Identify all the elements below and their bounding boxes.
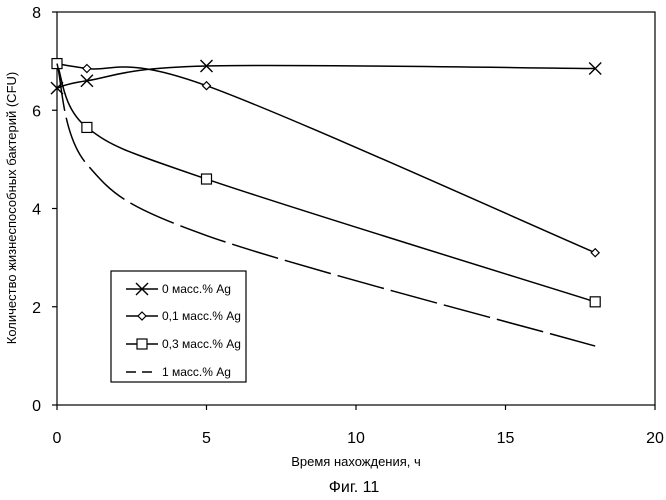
data-point — [137, 339, 147, 349]
data-point — [82, 122, 92, 132]
x-tick-label: 15 — [497, 430, 515, 447]
figure-caption: Фиг. 11 — [329, 479, 380, 496]
legend-label: 0,3 масс.% Ag — [162, 337, 241, 351]
legend: 0 масс.% Ag 0,1 масс.% Ag 0,3 масс.% Ag 1 м… — [111, 271, 246, 382]
legend-label: 1 масс.% Ag — [162, 365, 231, 379]
y-tick-label: 2 — [32, 300, 41, 317]
legend-label: 0,1 масс.% Ag — [162, 309, 241, 323]
x-tick-label: 5 — [202, 430, 211, 447]
x-tick-label: 20 — [646, 430, 664, 447]
y-tick-label: 6 — [32, 103, 41, 120]
data-point — [590, 297, 600, 307]
x-axis-label: Время нахождения, ч — [291, 454, 421, 469]
y-axis-label: Количество жизнеспособных бактерий (CFU) — [4, 72, 19, 344]
y-tick-label: 4 — [32, 202, 41, 219]
data-point — [202, 174, 212, 184]
legend-label: 0 масс.% Ag — [162, 282, 231, 296]
x-tick-label: 0 — [53, 430, 62, 447]
legend-item: 0,3 масс.% Ag — [126, 337, 241, 351]
y-tick-label: 8 — [32, 5, 41, 22]
x-tick-label: 10 — [347, 430, 365, 447]
x-axis-ticks: 0 5 10 15 20 — [53, 405, 664, 447]
y-tick-label: 0 — [32, 398, 41, 415]
